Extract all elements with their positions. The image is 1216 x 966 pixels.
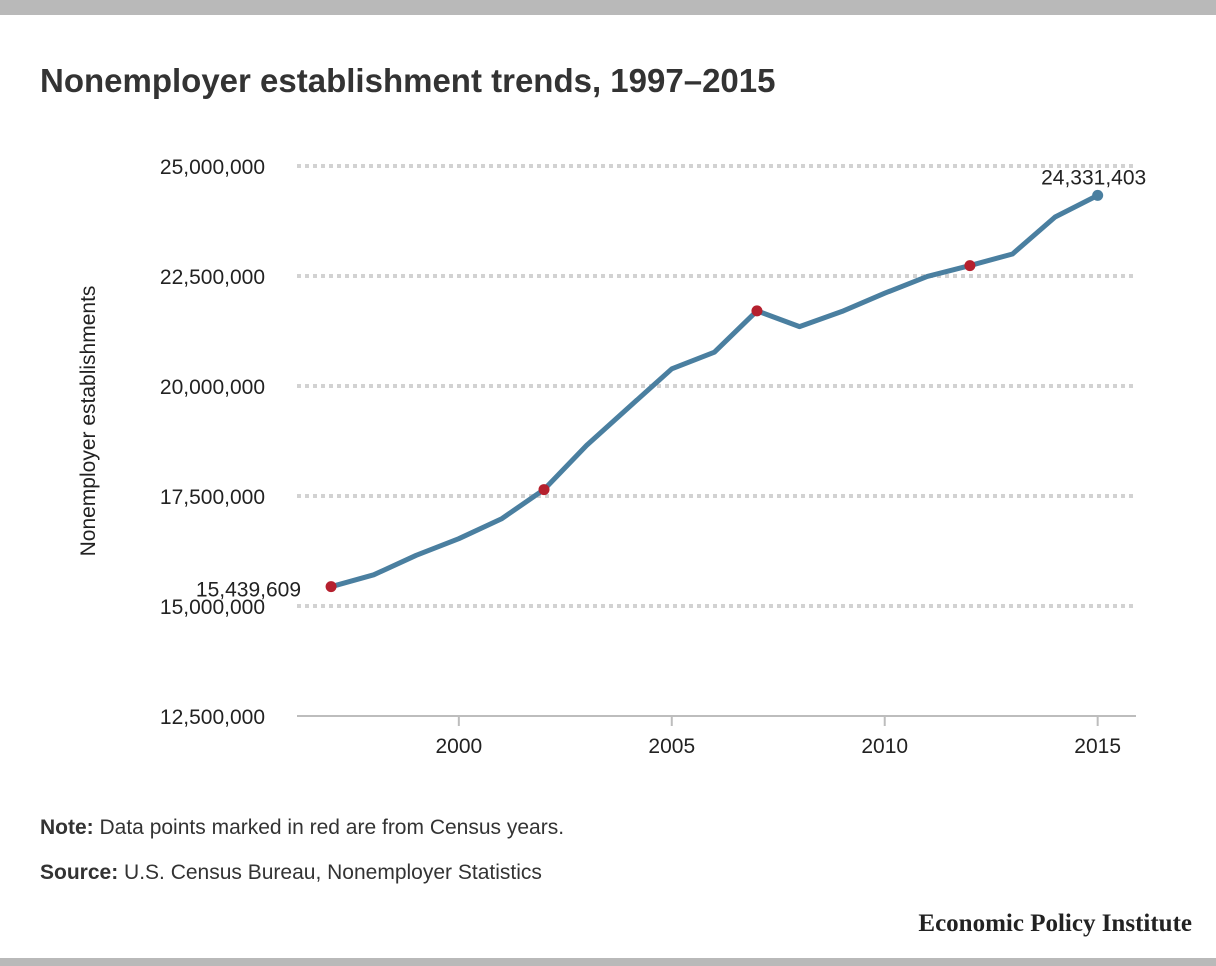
source-text: U.S. Census Bureau, Nonemployer Statisti… bbox=[118, 861, 542, 884]
data-point bbox=[538, 484, 550, 496]
note-label: Note: bbox=[40, 816, 94, 839]
x-tick-label: 2015 bbox=[1074, 735, 1121, 758]
brand-logo: Economic Policy Institute bbox=[918, 910, 1192, 937]
y-tick-label: 17,500,000 bbox=[160, 486, 265, 509]
grid-lines bbox=[297, 164, 1136, 608]
data-point bbox=[325, 581, 337, 593]
axes: 12,500,000 15,000,000 17,500,000 20,000,000… bbox=[160, 156, 1136, 758]
note: Note: Data points marked in red are from… bbox=[40, 816, 564, 840]
y-tick-label: 12,500,000 bbox=[160, 706, 265, 729]
data-point bbox=[1092, 189, 1104, 201]
data-points bbox=[325, 189, 1104, 593]
y-tick-label: 22,500,000 bbox=[160, 266, 265, 289]
series bbox=[328, 192, 1101, 590]
data-labels: 15,439,609 24,331,403 bbox=[196, 166, 1146, 601]
data-label: 24,331,403 bbox=[1041, 166, 1146, 189]
y-axis-label: Nonemployer establishments bbox=[77, 286, 100, 557]
source-label: Source: bbox=[40, 861, 119, 884]
note-text: Data points marked in red are from Censu… bbox=[93, 816, 565, 839]
x-tick-label: 2005 bbox=[648, 735, 695, 758]
y-tick-label: 20,000,000 bbox=[160, 376, 265, 399]
x-tick-label: 2000 bbox=[435, 735, 482, 758]
data-label: 15,439,609 bbox=[196, 579, 301, 602]
bottom-border bbox=[0, 958, 1216, 966]
chart-title: Nonemployer establishment trends, 1997–2… bbox=[40, 62, 776, 99]
y-tick-label: 25,000,000 bbox=[160, 156, 265, 179]
data-point bbox=[751, 305, 763, 317]
x-tick-label: 2010 bbox=[861, 735, 908, 758]
y-tick-label: 15,000,000 bbox=[160, 596, 265, 619]
source: Source: U.S. Census Bureau, Nonemployer … bbox=[40, 861, 542, 885]
data-point bbox=[964, 260, 976, 272]
series-line bbox=[328, 192, 1101, 590]
line-chart: 12,500,000 15,000,000 17,500,000 20,000,000… bbox=[77, 156, 1146, 758]
top-border bbox=[0, 0, 1216, 15]
